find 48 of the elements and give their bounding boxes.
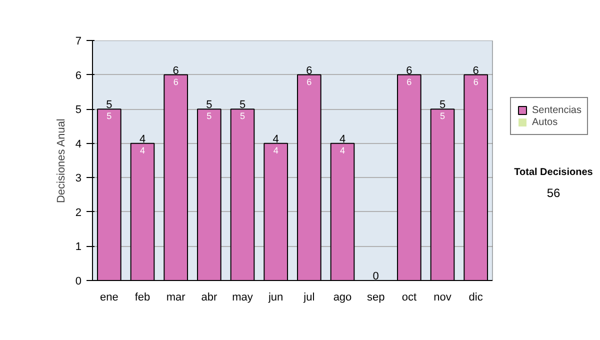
x-tick-label: ene	[100, 292, 118, 304]
x-tick-label: jun	[267, 292, 284, 304]
data-label: 4	[273, 145, 278, 156]
y-tick-label: 6	[75, 70, 82, 82]
data-label: 5	[440, 111, 446, 122]
data-label: 6	[306, 76, 312, 87]
data-label: 4	[140, 145, 146, 156]
y-tick-label: 3	[75, 172, 82, 185]
total-label: 6	[306, 64, 312, 77]
x-tick-label: ago	[333, 292, 352, 304]
data-label: 6	[473, 76, 478, 87]
total-label: 4	[339, 133, 346, 146]
y-tick-label: 2	[75, 206, 82, 219]
data-label: 6	[406, 76, 412, 87]
x-tick-label: jul	[302, 292, 315, 304]
total-label: 5	[206, 99, 212, 112]
total-label: 4	[139, 133, 146, 146]
data-label: 5	[106, 111, 112, 122]
total-label: 6	[172, 64, 179, 77]
text: Total Decisiones	[514, 167, 594, 178]
total-label: 5	[439, 99, 446, 112]
total-label: 6	[472, 64, 479, 77]
data-label: 6	[173, 76, 178, 87]
y-tick-label: 1	[75, 241, 82, 254]
y-axis-title: Decisiones Anual	[55, 118, 68, 203]
total-label: 6	[406, 64, 412, 77]
data-label: 5	[240, 111, 246, 122]
x-tick-label: oct	[402, 292, 417, 304]
x-tick-label: sep	[366, 292, 385, 304]
legend-label: Sentencias	[532, 104, 582, 116]
x-tick-label: may	[232, 292, 254, 304]
y-tick-label: 4	[75, 138, 82, 150]
data-label: 4	[340, 145, 346, 156]
data-label: 5	[206, 111, 212, 122]
total-label: 5	[239, 99, 246, 112]
x-tick-label: dic	[468, 292, 484, 304]
x-tick-label: abr	[201, 292, 218, 304]
y-tick-label: 0	[75, 276, 82, 288]
text: 56	[546, 186, 560, 200]
total-label: 4	[272, 133, 279, 146]
y-tick-label: 5	[75, 104, 82, 116]
total-label: 0	[372, 270, 379, 282]
x-tick-label: feb	[134, 292, 150, 304]
x-tick-label: mar	[166, 292, 186, 304]
x-tick-label: nov	[434, 292, 452, 304]
legend-label: Autos	[532, 116, 558, 128]
y-tick-label: 7	[75, 36, 82, 48]
total-label: 5	[106, 99, 112, 112]
